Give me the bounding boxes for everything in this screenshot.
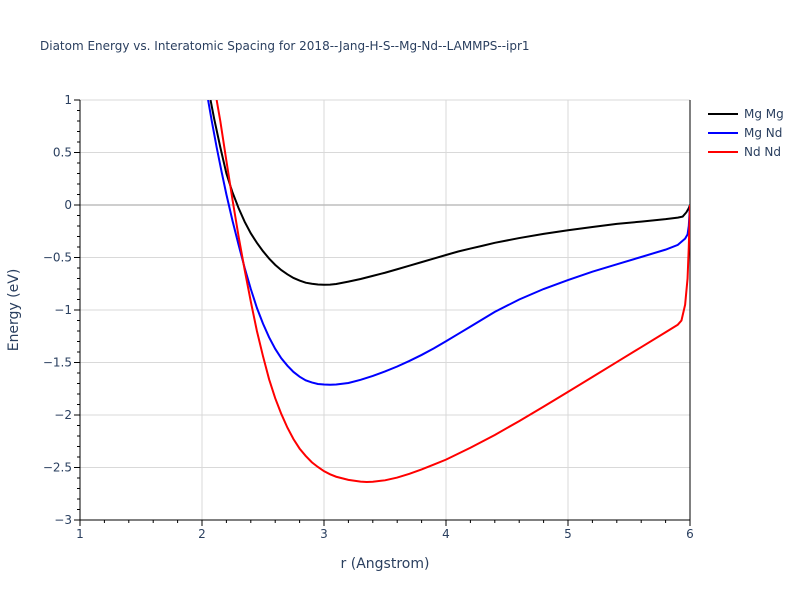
x-axis-title: r (Angstrom): [341, 556, 430, 572]
y-tick-label: −3: [54, 513, 72, 527]
series-line-mg-mg: [209, 100, 690, 286]
y-axis-title: Energy (eV): [6, 269, 22, 352]
y-tick-label: 1: [64, 93, 72, 107]
x-tick-label: 6: [686, 527, 694, 541]
series-line-mg-nd: [207, 100, 690, 386]
y-tick-label: −1: [54, 303, 72, 317]
legend-label: Nd Nd: [744, 145, 781, 159]
y-tick-label: −2.5: [43, 461, 72, 475]
axes: [74, 99, 691, 526]
x-tick-label: 2: [198, 527, 206, 541]
legend-label: Mg Mg: [744, 107, 784, 121]
x-tick-label: 4: [442, 527, 450, 541]
x-tick-label: 1: [76, 527, 84, 541]
tick-labels: 1 2 3 4 5 6 −3 −2.5 −2 −1.5 −1 −0.5 0 0.5 1: [43, 93, 694, 541]
chart-title: Diatom Energy vs. Interatomic Spacing fo…: [40, 39, 530, 53]
grid: [80, 99, 690, 520]
y-tick-label: −1.5: [43, 356, 72, 370]
y-tick-label: −0.5: [43, 251, 72, 265]
series-line-nd-nd: [215, 100, 690, 483]
legend: Mg Mg Mg Nd Nd Nd: [708, 107, 784, 159]
series: [207, 100, 690, 483]
x-tick-label: 3: [320, 527, 328, 541]
x-tick-label: 5: [564, 527, 572, 541]
y-tick-label: 0.5: [53, 146, 72, 160]
y-tick-label: 0: [64, 198, 72, 212]
legend-label: Mg Nd: [744, 126, 782, 140]
y-tick-label: −2: [54, 408, 72, 422]
